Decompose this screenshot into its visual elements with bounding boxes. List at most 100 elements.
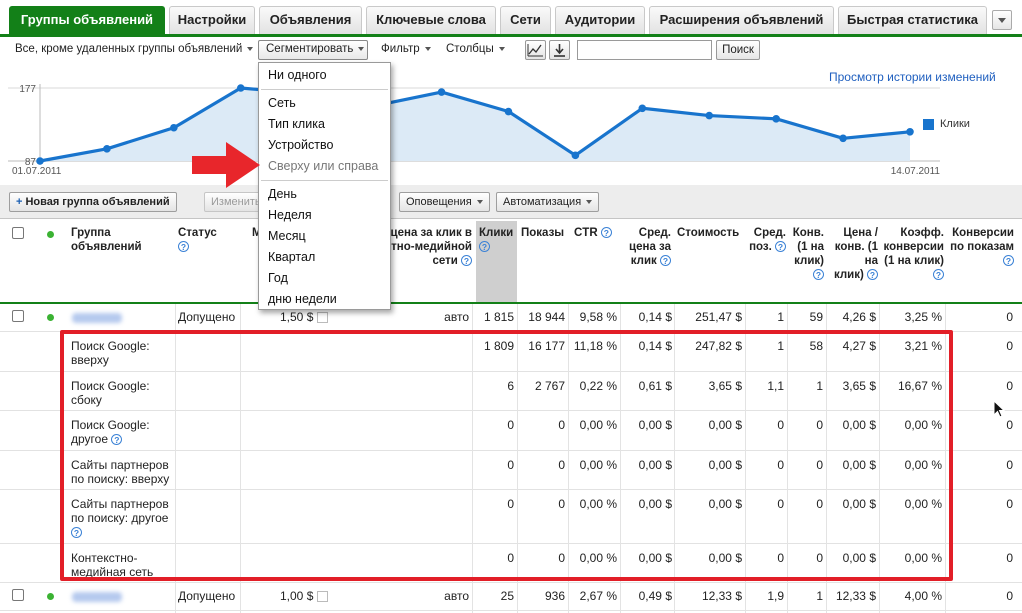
col-cost-per-conv[interactable]: Цена / конв. (1 на клик) ? bbox=[832, 226, 878, 282]
mini-chart-icon[interactable] bbox=[317, 312, 329, 324]
cell-clicks: 6 bbox=[507, 379, 514, 393]
col-clicks-label: Клики bbox=[479, 227, 514, 239]
menu-item-none[interactable]: Ни одного bbox=[268, 68, 327, 82]
cell-ctr: 0,00 % bbox=[579, 497, 617, 511]
cell-view-conv: 0 bbox=[1006, 339, 1013, 353]
download-button[interactable] bbox=[549, 40, 570, 60]
menu-item-top-vs-side[interactable]: Сверху или справа bbox=[268, 159, 379, 173]
menu-item-month[interactable]: Месяц bbox=[268, 229, 306, 243]
edit-button[interactable]: Изменить bbox=[204, 192, 272, 212]
cell-ctr: 2,67 % bbox=[579, 589, 617, 603]
tabs-more-chevron-icon[interactable] bbox=[992, 10, 1012, 30]
help-icon[interactable]: ? bbox=[111, 434, 123, 446]
alerts-button[interactable]: Оповещения bbox=[399, 192, 490, 212]
col-clicks[interactable]: Клики? bbox=[479, 226, 513, 254]
menu-item-day[interactable]: День bbox=[268, 187, 297, 201]
cell-avg-pos: 1,9 bbox=[767, 589, 784, 603]
alerts-label: Оповещения bbox=[406, 196, 472, 208]
cell-view-conv: 0 bbox=[1006, 589, 1013, 603]
filter-scope-dropdown[interactable]: Все, кроме удаленных группы объявлений bbox=[15, 43, 254, 55]
help-icon[interactable]: ? bbox=[660, 255, 671, 267]
cell-ctr: 0,00 % bbox=[579, 551, 617, 565]
chart-point bbox=[705, 111, 714, 120]
col-view-conversions[interactable]: Конверсии по показам ? bbox=[948, 226, 1014, 268]
help-icon[interactable]: ? bbox=[1003, 255, 1014, 267]
change-history-link[interactable]: Просмотр истории изменений bbox=[829, 70, 996, 84]
menu-item-year[interactable]: Год bbox=[268, 271, 288, 285]
tab-ads[interactable]: Объявления bbox=[259, 6, 362, 34]
chart-area-fill bbox=[40, 88, 910, 161]
segment-button[interactable]: Сегментировать bbox=[258, 40, 368, 60]
columns-dropdown[interactable]: Столбцы bbox=[446, 43, 505, 55]
col-cost[interactable]: Стоимость bbox=[677, 227, 740, 239]
cell-ctr: 11,18 % bbox=[573, 339, 617, 353]
segment-name-text: Поиск Google: сбоку bbox=[71, 379, 150, 407]
search-input[interactable] bbox=[577, 40, 712, 60]
tab-networks[interactable]: Сети bbox=[500, 6, 551, 34]
col-display-bid[interactable]: цена за клик в тно-медийной сети ? bbox=[366, 226, 472, 268]
row-checkbox[interactable] bbox=[12, 589, 24, 601]
help-icon[interactable]: ? bbox=[461, 255, 472, 267]
ad-group-name-link[interactable] bbox=[72, 592, 122, 602]
cell-cost-conv: 3,65 $ bbox=[842, 379, 876, 393]
max-cpc-cell[interactable]: 1,50 $ bbox=[280, 310, 329, 324]
filter-dropdown[interactable]: Фильтр bbox=[381, 43, 431, 55]
tab-ad-groups[interactable]: Группы объявлений bbox=[9, 6, 165, 34]
status-dot bbox=[47, 593, 54, 600]
cell-view-conv: 0 bbox=[1006, 458, 1013, 472]
col-max-cpc[interactable]: М bbox=[252, 227, 262, 239]
columns-label: Столбцы bbox=[446, 43, 494, 55]
tab-audiences[interactable]: Аудитории bbox=[555, 6, 645, 34]
column-divider bbox=[620, 304, 621, 613]
row-checkbox[interactable] bbox=[12, 310, 24, 322]
col-status[interactable]: Статус? bbox=[178, 226, 217, 254]
help-icon[interactable]: ? bbox=[71, 527, 82, 539]
segment-row: Сайты партнеров по поиску: другое ? 0 0 0,0… bbox=[0, 490, 1022, 544]
chart-toggle-button[interactable] bbox=[525, 40, 546, 60]
cell-cost: 247,82 $ bbox=[695, 339, 742, 353]
menu-item-day-of-week[interactable]: дню недели bbox=[268, 292, 337, 306]
display-bid-cell: авто bbox=[444, 589, 469, 603]
automation-button[interactable]: Автоматизация bbox=[496, 192, 600, 212]
tab-quick-stats[interactable]: Быстрая статистика bbox=[838, 6, 987, 34]
help-icon[interactable]: ? bbox=[813, 269, 824, 281]
menu-item-week[interactable]: Неделя bbox=[268, 208, 312, 222]
col-conversions[interactable]: Конв. (1 на клик) ? bbox=[788, 226, 824, 282]
red-arrow-icon bbox=[192, 142, 260, 188]
max-cpc-cell[interactable]: 1,00 $ bbox=[280, 589, 329, 603]
cell-impressions: 18 944 bbox=[528, 310, 565, 324]
select-all-checkbox[interactable] bbox=[12, 227, 24, 239]
col-conv-rate[interactable]: Коэфф. конверсии (1 на клик) ? bbox=[882, 226, 944, 282]
cell-view-conv: 0 bbox=[1006, 379, 1013, 393]
help-icon[interactable]: ? bbox=[600, 227, 612, 239]
col-impressions[interactable]: Показы bbox=[521, 227, 565, 239]
cell-conv-rate: 0,00 % bbox=[904, 551, 942, 565]
chevron-down-icon bbox=[586, 200, 593, 205]
segment-name: Поиск Google: сбоку bbox=[71, 379, 175, 407]
col-ctr[interactable]: CTR ? bbox=[574, 226, 612, 240]
help-icon[interactable]: ? bbox=[178, 241, 189, 253]
status-dot-header bbox=[47, 231, 54, 238]
tab-keywords[interactable]: Ключевые слова bbox=[366, 6, 496, 34]
search-button[interactable]: Поиск bbox=[716, 40, 760, 60]
col-avg-pos[interactable]: Сред. поз. ? bbox=[748, 226, 786, 254]
column-divider bbox=[568, 304, 569, 613]
menu-item-network[interactable]: Сеть bbox=[268, 96, 296, 110]
help-icon[interactable]: ? bbox=[933, 269, 944, 281]
help-icon[interactable]: ? bbox=[867, 269, 878, 281]
chart-point bbox=[839, 134, 847, 143]
ad-group-name-link[interactable] bbox=[72, 313, 122, 323]
tab-ad-extensions[interactable]: Расширения объявлений bbox=[649, 6, 834, 34]
help-icon[interactable]: ? bbox=[775, 241, 786, 253]
cell-avg-pos: 1 bbox=[777, 339, 784, 353]
new-ad-group-button[interactable]: + Новая группа объявлений bbox=[9, 192, 177, 212]
menu-item-click-type[interactable]: Тип клика bbox=[268, 117, 325, 131]
tab-settings[interactable]: Настройки bbox=[169, 6, 255, 34]
mini-chart-icon[interactable] bbox=[317, 591, 329, 603]
help-icon[interactable]: ? bbox=[479, 241, 490, 253]
ad-group-row: Допущено 1,50 $ авто 1 815 18 944 9,58 % 0,14 … bbox=[0, 304, 1022, 332]
col-ad-group[interactable]: Группа объявлений bbox=[71, 227, 142, 253]
col-avg-cpc[interactable]: Сред. цена за клик ? bbox=[616, 226, 671, 268]
menu-item-quarter[interactable]: Квартал bbox=[268, 250, 316, 264]
menu-item-device[interactable]: Устройство bbox=[268, 138, 334, 152]
